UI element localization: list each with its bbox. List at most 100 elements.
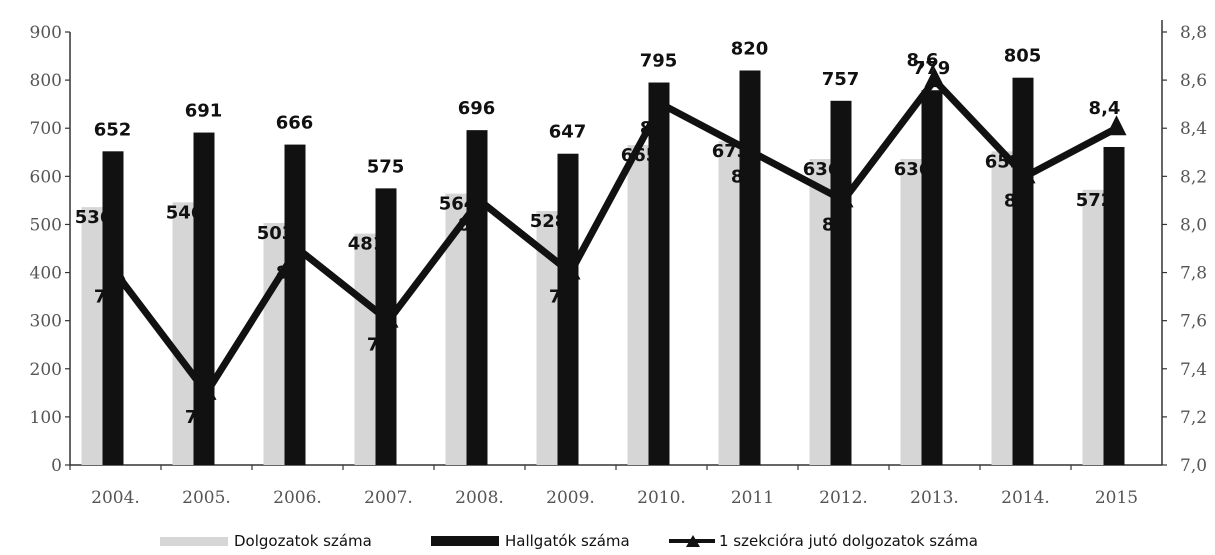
label-dolgozatok: 481 (348, 234, 386, 255)
label-dolgozatok: 572 (1076, 190, 1114, 211)
label-szekcio: 8, (822, 214, 841, 235)
label-hallgatok: 575 (367, 156, 405, 177)
label-dolgozatok: 503 (257, 223, 295, 244)
left-tick-label: 800 (30, 71, 62, 91)
label-dolgozatok: 528 (530, 211, 568, 232)
bar-dolgozatok (718, 141, 743, 465)
legend-swatch-dark (431, 536, 499, 546)
label-hallgatok: 795 (640, 51, 678, 72)
bar-hallgatok (921, 90, 943, 465)
legend-label-hallgatok: Hallgatók száma (505, 532, 630, 550)
line-szekcio (112, 74, 1119, 399)
line-marker (287, 235, 308, 256)
label-dolgozatok: 652 (985, 151, 1023, 172)
x-tick-label: 2004. (91, 488, 140, 508)
legend-item-hallgatok: Hallgatók száma (431, 532, 630, 550)
x-tick-label: 2006. (273, 488, 322, 508)
label-hallgatok: 652 (94, 119, 132, 140)
line-marker (560, 259, 581, 280)
bar-hallgatok (557, 153, 579, 465)
legend-label-dolgozatok: Dolgozatok száma (234, 532, 372, 550)
bar-hallgatok (102, 151, 124, 465)
bar-dolgozatok (809, 159, 834, 465)
bar-hallgatok (284, 144, 306, 465)
line-marker (1106, 115, 1127, 136)
label-hallgatok: 696 (458, 98, 496, 119)
left-tick-label: 500 (30, 215, 62, 235)
x-tick-label: 2010. (637, 488, 686, 508)
left-tick-label: 700 (30, 119, 62, 139)
right-tick-label: 8,4 (1180, 119, 1207, 139)
label-dolgozatok: 536 (75, 207, 113, 228)
x-tick-label: 2008. (455, 488, 504, 508)
right-tick-label: 7,6 (1180, 312, 1207, 332)
label-szekcio: 8, (640, 118, 659, 139)
bar-dolgozatok (263, 223, 288, 465)
left-tick-label: 900 (30, 23, 62, 43)
label-hallgatok: 805 (1004, 46, 1042, 67)
line-marker (742, 139, 763, 160)
legend: Dolgozatok száma Hallgatók száma 1 szekc… (0, 532, 1215, 554)
label-hallgatok: 820 (731, 38, 769, 59)
label-dolgozatok: 673 (712, 141, 750, 162)
bar-hallgatok (1012, 77, 1034, 465)
bar-dolgozatok (81, 207, 106, 465)
value-labels: 536 546 503 481 564 528 665 673 636 636 652 572 652 6… (75, 38, 1121, 427)
line-marker (196, 379, 217, 400)
label-szekcio: 8,6 (907, 50, 939, 71)
x-tick-label: 2007. (364, 488, 413, 508)
label-dolgozatok: 636 (803, 159, 841, 180)
legend-swatch-light (160, 536, 228, 546)
left-tick-label: 600 (30, 167, 62, 187)
label-hallgatok: 666 (276, 113, 314, 134)
right-tick-label: 7,8 (1180, 264, 1207, 284)
bar-dolgozatok (991, 151, 1016, 465)
left-tick-label: 0 (51, 456, 62, 476)
label-szekcio: 8, (1004, 190, 1023, 211)
label-szekcio: 7, (549, 287, 568, 308)
line-marker (651, 91, 672, 112)
right-tick-label: 7,0 (1180, 456, 1207, 476)
label-dolgozatok: 636 (894, 159, 932, 180)
hallgatok-bars (102, 70, 1125, 466)
bar-dolgozatok (627, 145, 652, 466)
line-marker (378, 307, 399, 328)
bar-dolgozatok (900, 159, 925, 465)
szekcio-line (105, 67, 1127, 400)
label-hallgatok: 779 (913, 58, 951, 79)
bar-dolgozatok (172, 202, 197, 465)
right-tick-label: 8,2 (1180, 167, 1207, 187)
x-tick-label: 2009. (546, 488, 595, 508)
right-tick-label: 7,4 (1180, 360, 1207, 380)
line-marker (924, 67, 945, 88)
line-marker (469, 187, 490, 208)
label-szekcio: 8, (458, 214, 477, 235)
right-tick-label: 8,6 (1180, 71, 1207, 91)
x-tick-label: 2005. (182, 488, 231, 508)
axes: 01002003004005006007008009007,07,27,47,6… (30, 20, 1207, 508)
bar-dolgozatok (1082, 189, 1107, 465)
label-hallgatok: 647 (549, 122, 587, 143)
line-marker (105, 259, 126, 280)
label-dolgozatok: 546 (166, 202, 204, 223)
label-szekcio: 7, (94, 287, 113, 308)
bar-hallgatok (830, 100, 852, 465)
label-hallgatok: 691 (185, 101, 223, 122)
bar-hallgatok (1103, 146, 1125, 466)
label-szekcio: 7, (367, 335, 386, 356)
right-tick-label: 8,8 (1180, 23, 1207, 43)
chart-svg: 01002003004005006007008009007,07,27,47,6… (30, 20, 1207, 508)
x-tick-label: 2011 (731, 488, 774, 508)
label-dolgozatok: 564 (439, 194, 477, 215)
label-dolgozatok: 665 (621, 145, 659, 166)
x-tick-label: 2012. (819, 488, 868, 508)
left-tick-label: 200 (30, 360, 62, 380)
x-tick-label: 2014. (1001, 488, 1050, 508)
legend-item-dolgozatok: Dolgozatok száma (160, 532, 372, 550)
label-szekcio: 8,4 (1089, 98, 1121, 119)
left-tick-label: 300 (30, 312, 62, 332)
right-tick-label: 7,2 (1180, 408, 1207, 428)
x-tick-label: 2013. (910, 488, 959, 508)
bar-hallgatok (739, 70, 761, 465)
label-szekcio: 7, (185, 407, 204, 428)
